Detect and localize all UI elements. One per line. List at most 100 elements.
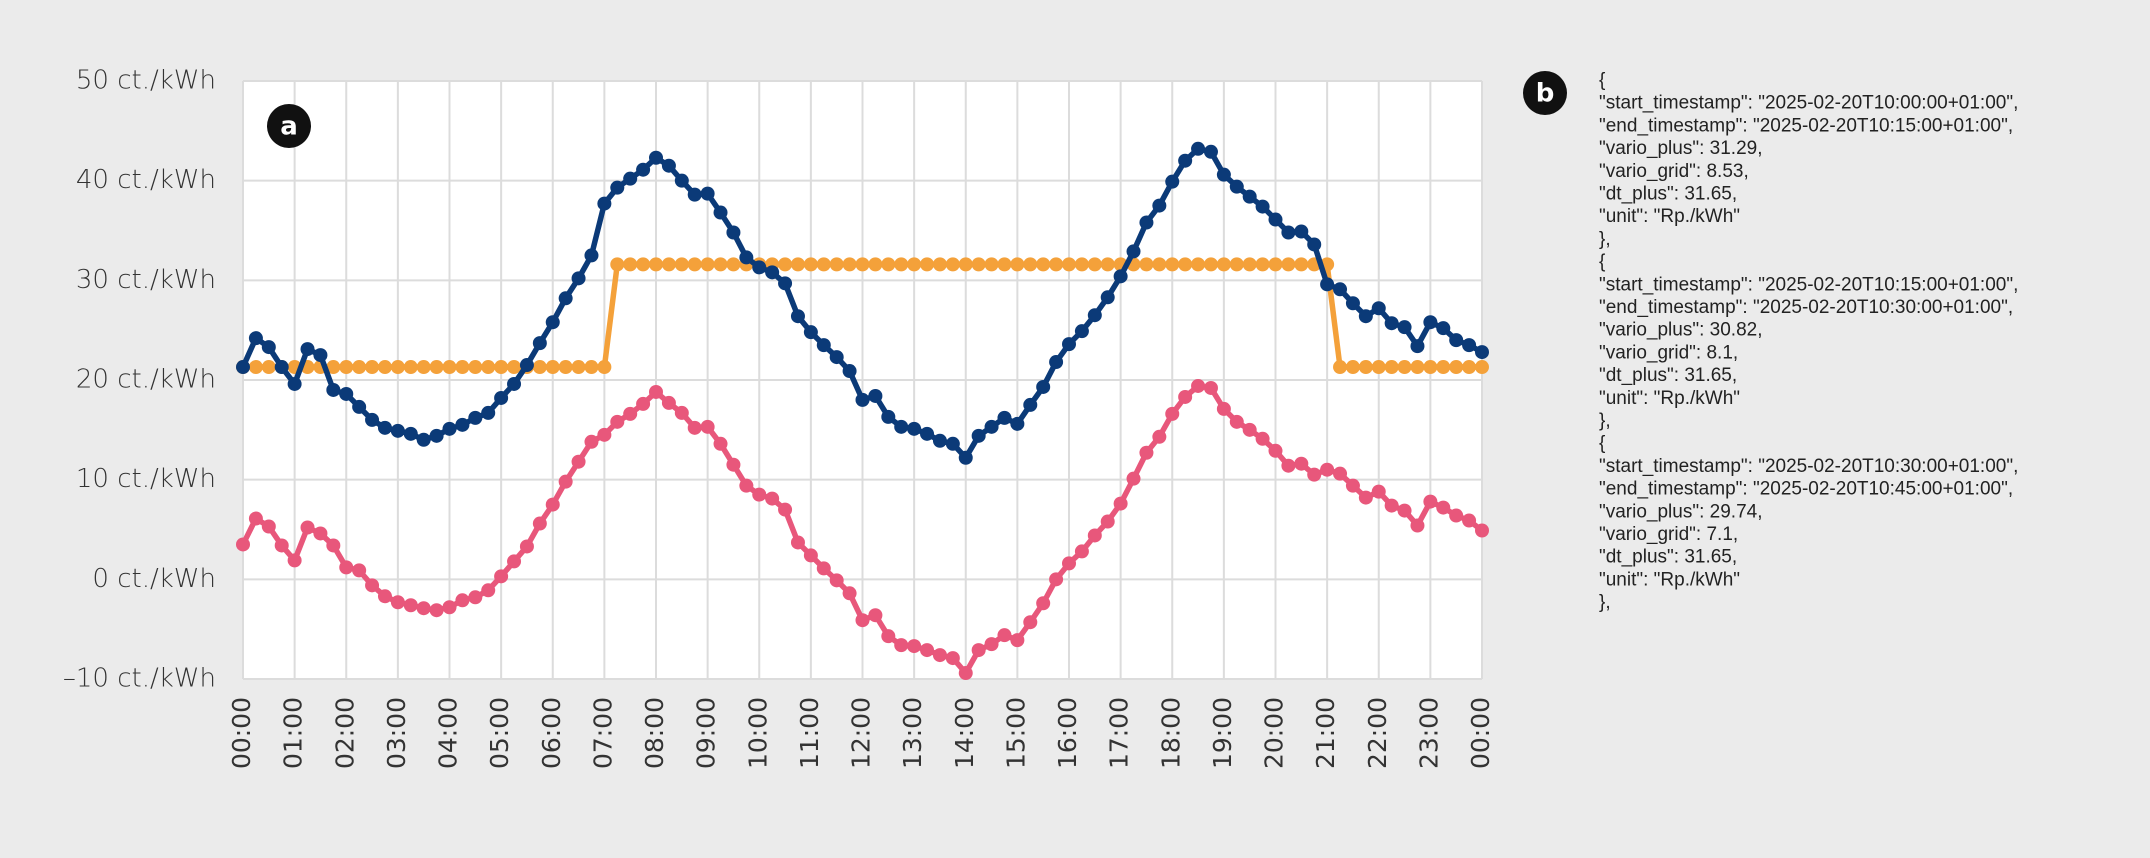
x-tick-label: 12:00: [847, 697, 876, 769]
data-point: [403, 360, 418, 375]
data-point: [507, 360, 522, 375]
data-point: [1384, 316, 1399, 331]
code-line: "end_timestamp": "2025-02-20T10:30:00+01…: [1599, 297, 2013, 318]
data-point: [687, 187, 702, 202]
data-point: [1462, 513, 1477, 528]
data-point: [700, 257, 715, 272]
data-point: [907, 257, 922, 272]
data-point: [1333, 466, 1348, 481]
data-point: [1165, 406, 1180, 421]
data-point: [752, 487, 767, 502]
data-point: [1049, 572, 1064, 587]
data-point: [1294, 456, 1309, 471]
data-point: [1475, 523, 1489, 538]
data-point: [481, 583, 496, 598]
y-tick-label: 0 ct./kWh: [92, 564, 216, 594]
data-point: [842, 586, 857, 601]
data-point: [1345, 360, 1360, 375]
data-point: [778, 257, 793, 272]
x-tick-label: 07:00: [588, 697, 617, 769]
grid: [242, 80, 1483, 680]
data-point: [1139, 257, 1154, 272]
data-point: [287, 376, 302, 391]
code-line: {: [1599, 252, 1606, 273]
data-point: [1203, 144, 1218, 159]
data-point: [945, 436, 960, 451]
data-point: [816, 338, 831, 353]
data-point: [739, 478, 754, 493]
data-point: [1281, 257, 1296, 272]
data-point: [920, 643, 935, 658]
data-point: [649, 384, 663, 399]
data-point: [1384, 360, 1399, 375]
data-point: [1191, 378, 1206, 393]
data-point: [1074, 324, 1089, 339]
data-point: [558, 360, 573, 375]
code-line: "start_timestamp": "2025-02-20T10:30:00+…: [1599, 456, 2018, 477]
data-point: [1423, 315, 1438, 330]
data-point: [920, 257, 935, 272]
data-point: [429, 360, 444, 375]
data-point: [236, 537, 250, 552]
data-point: [803, 548, 818, 563]
data-point: [713, 436, 728, 451]
data-point: [1010, 633, 1025, 648]
data-point: [261, 360, 276, 375]
data-point: [1358, 490, 1373, 505]
data-point: [816, 257, 831, 272]
data-point: [1010, 416, 1025, 431]
data-point: [945, 651, 960, 666]
data-point: [1152, 198, 1167, 213]
data-point: [881, 409, 896, 424]
data-point: [1062, 257, 1076, 272]
data-point: [1152, 257, 1167, 272]
data-point: [1242, 422, 1257, 437]
data-point: [778, 502, 793, 517]
data-point: [739, 250, 754, 265]
data-point: [300, 342, 315, 357]
data-point: [468, 590, 483, 605]
data-point: [1216, 257, 1231, 272]
data-point: [932, 257, 947, 272]
data-point: [1049, 355, 1064, 370]
data-point: [287, 553, 302, 568]
data-point: [597, 427, 612, 442]
data-point: [481, 405, 496, 420]
data-point: [984, 419, 999, 434]
data-point: [416, 360, 431, 375]
data-point: [1023, 397, 1038, 412]
data-point: [1113, 269, 1128, 284]
data-point: [1242, 257, 1257, 272]
data-point: [1087, 257, 1102, 272]
data-point: [1074, 257, 1089, 272]
data-point: [803, 325, 818, 340]
data-point: [416, 601, 431, 616]
data-point: [365, 360, 380, 375]
code-line: "unit": "Rp./kWh": [1599, 569, 1740, 590]
data-point: [1178, 389, 1193, 404]
data-point: [1371, 484, 1386, 499]
x-tick-label: 15:00: [1001, 697, 1030, 769]
data-point: [248, 331, 263, 346]
data-point: [1113, 496, 1128, 511]
data-point: [1410, 518, 1425, 533]
data-point: [584, 248, 599, 263]
data-point: [571, 454, 586, 469]
data-point: [661, 158, 676, 173]
data-point: [1229, 257, 1244, 272]
data-point: [1436, 360, 1451, 375]
data-point: [894, 638, 909, 653]
data-point: [1062, 556, 1076, 571]
data-point: [494, 569, 509, 584]
code-panel: {"start_timestamp": "2025-02-20T10:00:00…: [1599, 70, 2018, 613]
x-tick-label: 04:00: [434, 697, 463, 769]
data-point: [803, 257, 818, 272]
data-point: [610, 414, 625, 429]
data-point: [1384, 498, 1399, 513]
code-line: {: [1599, 70, 1606, 91]
data-point: [339, 360, 354, 375]
data-point: [1397, 503, 1412, 518]
data-point: [894, 419, 909, 434]
data-point: [1462, 338, 1477, 353]
